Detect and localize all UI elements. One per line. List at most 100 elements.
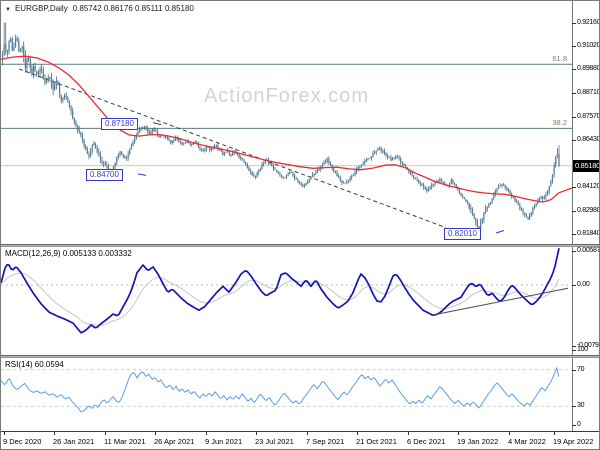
candle-body (155, 130, 157, 132)
candle-body (483, 212, 485, 220)
candle-body (86, 150, 89, 154)
candle (491, 198, 493, 205)
candle-body (471, 208, 474, 214)
candle (47, 74, 49, 83)
candle-body (122, 154, 124, 157)
candle-body (439, 178, 441, 181)
candle (54, 82, 56, 91)
candle (468, 202, 470, 211)
macd-panel-canvas[interactable] (1, 247, 572, 354)
symbol-dropdown-icon[interactable]: ▼ (5, 7, 11, 13)
candle-body (277, 171, 279, 174)
rsi-panel-canvas[interactable] (1, 358, 572, 431)
candle-body (419, 182, 421, 185)
candle-body (161, 135, 164, 137)
candle (45, 78, 48, 84)
candle-body (264, 160, 266, 164)
candle-body (391, 158, 394, 161)
candle (418, 179, 420, 184)
candle-body (489, 202, 492, 204)
candle (243, 158, 245, 164)
candle (347, 179, 350, 184)
candle-body (289, 171, 291, 175)
macd-main-line (1, 248, 560, 334)
candle-body (246, 164, 248, 168)
price-chart-canvas[interactable] (1, 1, 572, 244)
candle-body (460, 193, 462, 196)
candle (93, 141, 95, 146)
moving-average-line[interactable] (1, 55, 572, 203)
candle (522, 208, 524, 216)
candle-body (380, 147, 382, 151)
price-axis-tick (572, 22, 576, 24)
candle-body (165, 135, 167, 137)
rsi-indicator-label: RSI(14) 60.0594 (5, 360, 64, 369)
candle-body (344, 182, 346, 184)
candle (357, 166, 359, 172)
candle-body (94, 143, 97, 149)
macd-axis-tick-label: -0.007945 (577, 342, 599, 349)
candle-body (316, 169, 319, 173)
candle-body (169, 140, 172, 143)
candle-body (209, 146, 211, 151)
candle (411, 171, 413, 177)
candle-body (274, 168, 276, 170)
candle-body (189, 143, 191, 144)
candle-body (385, 153, 387, 156)
candle-body (359, 166, 361, 168)
ohlc-values: 0.85742 0.86176 0.85111 0.85180 (72, 4, 194, 13)
candle (256, 171, 258, 178)
candle (558, 145, 560, 168)
candle-body (400, 158, 402, 163)
candle (78, 125, 80, 134)
candle-body (395, 156, 397, 159)
candle (515, 198, 518, 203)
candle (44, 74, 46, 86)
candle-body (373, 152, 376, 154)
candle-body (261, 164, 263, 170)
candle-body (292, 171, 294, 176)
candle-body (504, 184, 506, 188)
candle (83, 138, 85, 149)
candle-body (137, 132, 139, 136)
candle (19, 48, 22, 53)
candle-body (16, 38, 18, 41)
candle-body (37, 72, 40, 75)
candle (336, 169, 338, 177)
panel-separator-rsi[interactable] (1, 355, 599, 358)
candle-body (27, 57, 30, 59)
candle (222, 150, 224, 156)
candle (55, 76, 58, 90)
panel-separator-macd[interactable] (1, 244, 599, 247)
candle-body (21, 46, 23, 49)
price-trendline[interactable] (18, 68, 447, 229)
time-axis-tick (554, 432, 555, 435)
candle (533, 204, 536, 210)
candle-body (148, 131, 151, 134)
candle-body (409, 171, 412, 174)
candle-body (19, 48, 22, 52)
candle (122, 153, 124, 159)
candle-body (101, 160, 103, 162)
candle (280, 174, 283, 179)
candle-body (228, 150, 230, 155)
macd-trendline[interactable] (430, 287, 569, 316)
candle (245, 161, 247, 166)
price-axis-tick-label: 0.88710 (577, 89, 600, 97)
candle (465, 198, 467, 203)
candle (235, 148, 237, 155)
rsi-axis-tick (572, 370, 576, 371)
candle (151, 127, 154, 135)
time-axis-label: 23 Jul 2021 (255, 437, 294, 446)
candle (169, 139, 172, 145)
candle (324, 158, 327, 164)
candle (6, 49, 9, 58)
candle (364, 158, 366, 166)
current-price-box: 0.85180 (573, 159, 600, 172)
candle (119, 150, 121, 158)
candle (370, 156, 372, 161)
candle (334, 170, 337, 174)
candle (460, 192, 462, 197)
candle (524, 212, 526, 218)
